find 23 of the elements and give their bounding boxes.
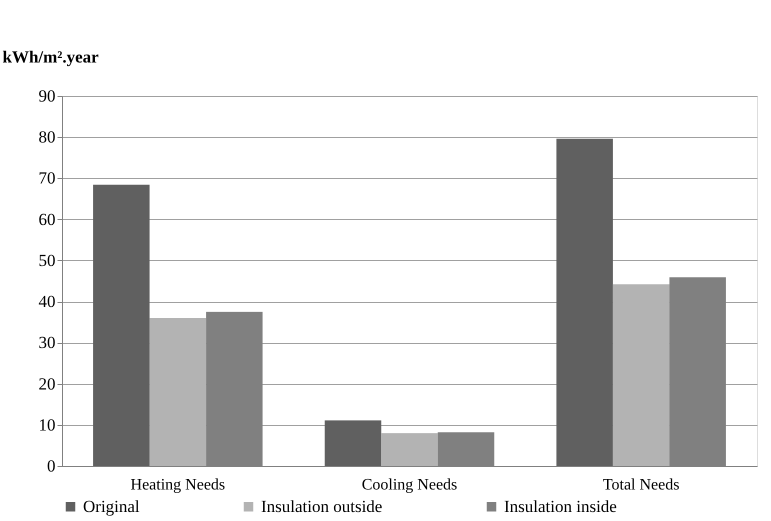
y-tick-label: 60 [38, 210, 56, 229]
bar [612, 284, 670, 466]
bar [93, 184, 150, 466]
x-tick-label: Total Needs [602, 476, 680, 494]
bar [381, 433, 438, 466]
y-tick-label: 10 [38, 415, 56, 434]
y-axis-title: kWh/m².year [2, 48, 100, 66]
y-tick-label: 90 [38, 86, 56, 106]
y-tick-label: 0 [47, 456, 56, 476]
y-tick-label: 30 [38, 333, 56, 352]
y-tick-label: 50 [38, 250, 56, 270]
legend-label: Original [83, 496, 140, 516]
y-tick-label: 80 [38, 128, 56, 147]
x-tick-label: Cooling Needs [362, 476, 458, 494]
bar [556, 138, 613, 466]
bar [150, 318, 206, 466]
bar [324, 420, 382, 466]
y-tick-label: 20 [38, 374, 56, 394]
y-tick-label: 70 [38, 168, 56, 188]
legend-label: Insulation outside [261, 496, 382, 516]
x-tick-label: Heating Needs [130, 476, 226, 494]
legend-label: Insulation inside [504, 496, 617, 516]
y-tick-label: 40 [38, 292, 56, 312]
